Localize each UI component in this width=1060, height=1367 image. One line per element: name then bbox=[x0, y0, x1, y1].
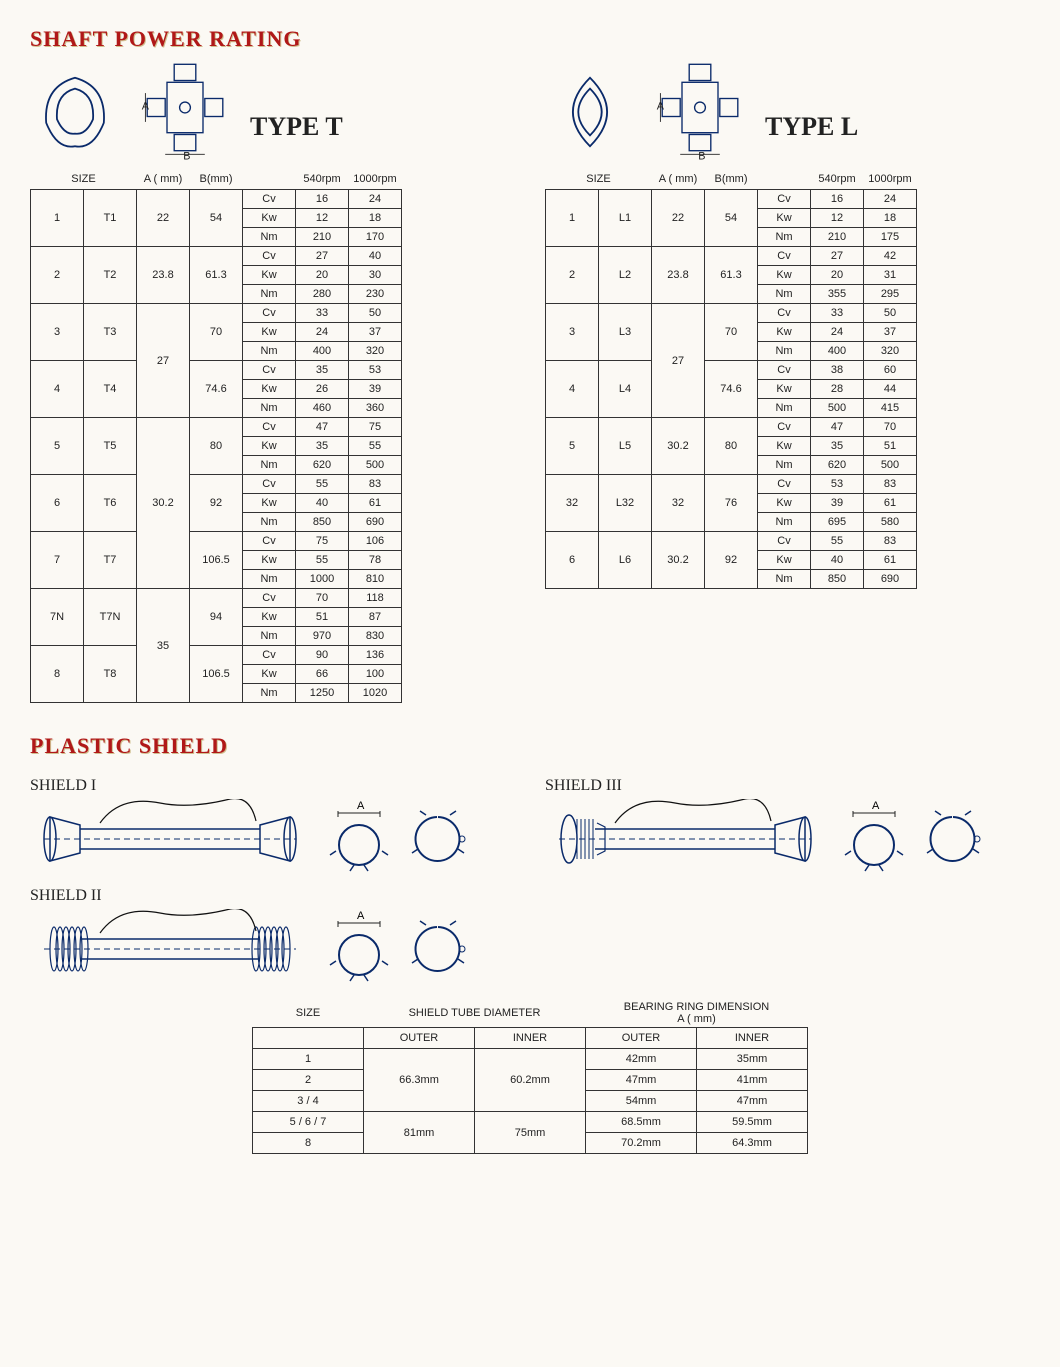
triangle-tube-icon bbox=[30, 67, 120, 157]
cross-joint-icon: A B bbox=[655, 62, 745, 162]
table-row: 4T474.6Cv3553 bbox=[31, 361, 402, 380]
plastic-shield-title: PLASTIC SHIELD bbox=[30, 733, 1030, 759]
table-row: 166.3mm60.2mm42mm35mm bbox=[253, 1049, 808, 1070]
shield3-label: SHIELD III bbox=[545, 777, 1030, 795]
type-t-block: A B TYPE T SIZEA ( mm)B(mm)540rpm1000rpm… bbox=[30, 62, 515, 703]
table-row: 1T12254Cv1624 bbox=[31, 190, 402, 209]
table-row: 8T8106.5Cv90136 bbox=[31, 646, 402, 665]
svg-text:A: A bbox=[357, 910, 365, 922]
shield1-drawing: A bbox=[30, 799, 515, 879]
svg-text:B: B bbox=[698, 151, 705, 162]
table-row: 3T32770Cv3350 bbox=[31, 304, 402, 323]
table-row: 6T692Cv5583 bbox=[31, 475, 402, 494]
svg-text:B: B bbox=[183, 151, 190, 162]
table-row: 3L32770Cv3350 bbox=[546, 304, 917, 323]
table-row: 5T530.280Cv4775 bbox=[31, 418, 402, 437]
table-row: 32L323276Cv5383 bbox=[546, 475, 917, 494]
shaft-power-title: SHAFT POWER RATING bbox=[30, 26, 1030, 52]
cross-joint-icon: A B bbox=[140, 62, 230, 162]
table-row: 4L474.6Cv3860 bbox=[546, 361, 917, 380]
table-row: 5L530.280Cv4770 bbox=[546, 418, 917, 437]
table-row: 7NT7N3594Cv70118 bbox=[31, 589, 402, 608]
shield2-drawing: A bbox=[30, 909, 515, 989]
table-row: 2L223.861.3Cv2742 bbox=[546, 247, 917, 266]
shield1-label: SHIELD I bbox=[30, 777, 515, 795]
type-l-block: A B TYPE L SIZEA ( mm)B(mm)540rpm1000rpm… bbox=[545, 62, 1030, 703]
type-l-table: SIZEA ( mm)B(mm)540rpm1000rpm1L12254Cv16… bbox=[545, 170, 917, 589]
svg-text:A: A bbox=[872, 800, 880, 812]
table-row: 6L630.292Cv5583 bbox=[546, 532, 917, 551]
table-row: 2T223.861.3Cv2740 bbox=[31, 247, 402, 266]
lemon-tube-icon bbox=[545, 67, 635, 157]
type-t-label: TYPE T bbox=[250, 112, 343, 142]
table-row: 1L12254Cv1624 bbox=[546, 190, 917, 209]
shield-table: SIZESHIELD TUBE DIAMETERBEARING RING DIM… bbox=[252, 999, 808, 1154]
type-l-label: TYPE L bbox=[765, 112, 858, 142]
shield3-drawing: A bbox=[545, 799, 1030, 879]
table-row: 7T7106.5Cv75106 bbox=[31, 532, 402, 551]
shield2-label: SHIELD II bbox=[30, 887, 515, 905]
svg-text:A: A bbox=[357, 800, 365, 812]
table-row: 5 / 6 / 781mm75mm68.5mm59.5mm bbox=[253, 1112, 808, 1133]
type-t-table: SIZEA ( mm)B(mm)540rpm1000rpm1T12254Cv16… bbox=[30, 170, 402, 703]
